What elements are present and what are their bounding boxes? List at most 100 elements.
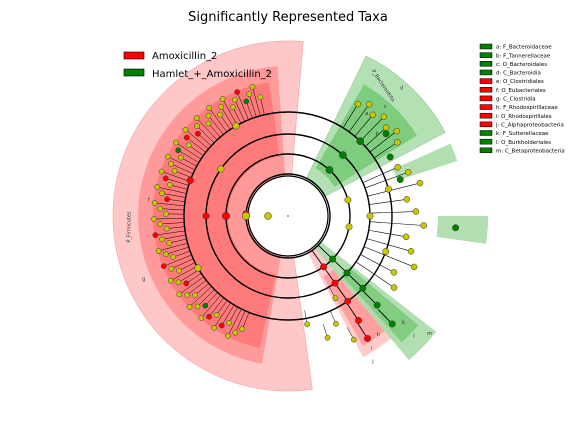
clade-letter-tag: d: [400, 86, 403, 92]
node-betaproteobacteria-path: [373, 301, 381, 309]
taxa-legend-swatch: [479, 78, 493, 84]
tree-edge: [342, 103, 359, 128]
tree-edge: [208, 297, 225, 317]
leaf-node: [354, 100, 362, 108]
tree-edge: [354, 114, 374, 137]
tree-edge: [196, 117, 218, 141]
clade-letter-tag: k: [402, 320, 405, 326]
leaf-node: [369, 111, 377, 119]
taxa-legend-label: m: C_Betaproteobacteria: [496, 148, 565, 154]
tree-edge: [235, 310, 246, 333]
leaf-node: [176, 291, 183, 298]
leaf-node: [160, 263, 167, 270]
taxa-legend-swatch: [479, 61, 493, 67]
leaf-node: [152, 232, 159, 238]
leaf-node: [168, 161, 174, 167]
leaf-node: [324, 334, 331, 341]
taxa-legend-label: e: O_Clostridiales: [496, 79, 544, 85]
leaf-node: [365, 101, 373, 108]
tree-edge: [355, 261, 395, 288]
tree-edge: [196, 125, 215, 144]
tree-edge: [171, 258, 194, 269]
tree-edge: [185, 129, 209, 150]
tree-edge: [200, 295, 221, 319]
tree-edge: [157, 186, 187, 194]
leaf-node: [159, 236, 165, 243]
internal-node: [385, 185, 392, 193]
leaf-node: [167, 277, 174, 284]
leaf-node: [166, 240, 172, 246]
tree-edge: [186, 137, 206, 153]
leaf-node: [394, 163, 401, 171]
tree-edge: [161, 193, 186, 198]
node-bacteroidaceae: [382, 130, 390, 138]
rank-ring: [183, 111, 393, 321]
tree-edge: [369, 221, 424, 226]
tree-edge: [362, 166, 398, 183]
taxa-legend-swatch: [479, 130, 493, 136]
internal-node: [202, 212, 210, 220]
leaf-node: [170, 254, 176, 260]
leaf-node: [182, 126, 189, 133]
taxa-legend-label: g: C_Clostridia: [496, 97, 536, 103]
clade-letter-tag: h: [377, 332, 380, 338]
tree-edge: [365, 127, 387, 147]
leaf-node: [195, 130, 201, 137]
node-betaproteobacteria-path: [388, 320, 396, 328]
leaf-node: [219, 96, 226, 102]
clade-label-firmicutes: P_Firmicutes: [126, 211, 132, 243]
tree-edge: [166, 226, 185, 229]
clade-letter-tag: e: [266, 68, 269, 74]
root-center: [287, 215, 289, 217]
tree-edge: [187, 279, 207, 296]
leaf-node: [231, 96, 238, 103]
node-alphaproteobacteria-path: [331, 279, 339, 287]
leaf-node: [218, 104, 224, 110]
tree-edge: [178, 269, 200, 283]
tree-edge: [154, 202, 185, 207]
clade-letter-tag: a: [365, 111, 368, 117]
leaf-node: [257, 94, 264, 101]
tree-edge: [170, 266, 198, 281]
leaf-node: [163, 251, 169, 258]
leaf-node: [412, 208, 420, 215]
leaf-node: [420, 222, 427, 229]
band-small-green-2: [436, 216, 488, 244]
tree-edge: [160, 222, 185, 225]
tree-edge: [367, 182, 421, 197]
leaf-node: [159, 190, 165, 197]
leaf-node: [194, 303, 201, 310]
tree-nodes: [151, 83, 460, 343]
tree-edge: [165, 246, 189, 255]
legend-swatch-hamlet-amoxicillin: [123, 68, 145, 77]
leaf-node: [175, 147, 182, 154]
tree-edge: [174, 170, 192, 178]
leaf-node: [218, 322, 225, 329]
tree-edge: [158, 242, 188, 252]
leaf-node: [151, 200, 158, 206]
node-tannerellaceae: [386, 153, 394, 161]
leaf-node: [226, 319, 232, 326]
leaf-node: [234, 89, 241, 95]
tree-edge: [368, 229, 407, 238]
taxa-legend-swatch: [479, 138, 493, 145]
tree-edge: [188, 144, 204, 156]
internal-node: [232, 122, 240, 130]
leaf-node: [165, 153, 171, 160]
node-clostridia: [221, 211, 231, 221]
leaf-node: [171, 168, 178, 174]
leaf-node: [393, 127, 400, 135]
taxa-legend-label: i: O_Rhodospirillales: [496, 114, 552, 120]
tree-edge: [162, 234, 186, 240]
taxa-legend-label: j: C_Alphaproteobacteria: [495, 122, 564, 128]
tree-edge: [234, 99, 245, 122]
leaf-node: [225, 332, 231, 339]
internal-node: [366, 212, 374, 220]
leaf-node: [403, 196, 411, 203]
tree-edge: [369, 130, 397, 153]
leaf-node: [163, 225, 170, 232]
leaf-node: [155, 248, 162, 254]
taxa-legend-swatch: [479, 112, 493, 119]
node-alphaproteobacteria-path: [364, 334, 371, 342]
